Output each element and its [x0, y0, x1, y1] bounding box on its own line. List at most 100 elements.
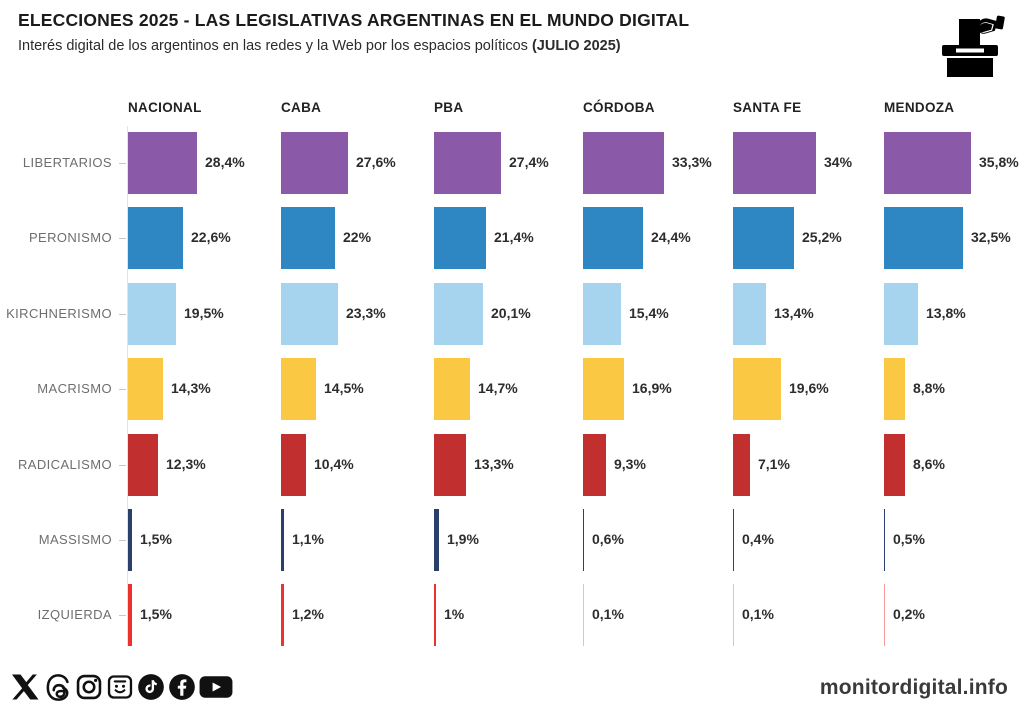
bar — [434, 358, 470, 421]
facebook-icon — [168, 673, 196, 701]
bar-value: 15,4% — [629, 304, 669, 321]
bar — [733, 584, 734, 647]
bar — [583, 207, 643, 270]
bar — [128, 433, 158, 496]
bar-value: 16,9% — [632, 380, 672, 397]
row-tick — [119, 238, 126, 240]
bar-value: 1,9% — [447, 531, 479, 547]
bar-value: 7,1% — [758, 455, 790, 472]
bar — [281, 358, 316, 421]
bar — [884, 584, 885, 647]
bar-value: 25,2% — [802, 229, 842, 246]
bar — [583, 358, 624, 421]
bar — [128, 509, 132, 571]
column-header: PBA — [434, 100, 464, 115]
bar — [583, 282, 621, 345]
bar — [733, 207, 794, 270]
bar-value: 28,4% — [205, 154, 245, 170]
page-title: ELECCIONES 2025 - LAS LEGISLATIVAS ARGEN… — [18, 10, 690, 30]
bar — [583, 509, 584, 571]
bar — [733, 509, 734, 571]
bar — [281, 282, 338, 345]
bar — [128, 584, 132, 647]
bar — [128, 207, 183, 270]
bar — [733, 358, 781, 421]
bar-value: 24,4% — [651, 229, 691, 246]
bar-value: 0,2% — [893, 606, 925, 623]
bar-value: 1% — [444, 606, 465, 623]
column-header: MENDOZA — [884, 100, 955, 115]
bar — [434, 509, 439, 571]
page-subtitle: Interés digital de los argentinos en las… — [18, 38, 621, 54]
bar-value: 14,7% — [478, 380, 518, 397]
bar-value: 22,6% — [191, 229, 231, 246]
bar-value: 0,1% — [742, 606, 774, 623]
column-header: CABA — [281, 100, 322, 115]
bar-value: 34% — [824, 154, 853, 170]
bar — [128, 282, 176, 345]
bar — [884, 132, 971, 194]
bar — [583, 433, 606, 496]
bar — [583, 584, 584, 647]
bar — [434, 433, 466, 496]
bar — [884, 282, 918, 345]
bar-value: 1,2% — [292, 606, 324, 623]
bar — [434, 207, 486, 270]
row-label: LIBERTARIOS — [22, 155, 112, 170]
bar-value: 35,8% — [979, 154, 1019, 170]
row-label: RADICALISMO — [18, 456, 112, 472]
bar-value: 9,3% — [614, 455, 646, 472]
bar-value: 27,6% — [356, 154, 396, 170]
bar — [733, 282, 766, 345]
bar-value: 23,3% — [346, 304, 386, 321]
subtitle-date: (JULIO 2025) — [531, 38, 621, 54]
bar-value: 22% — [343, 229, 372, 246]
row-label: KIRCHNERISMO — [6, 305, 112, 321]
bar-value: 10,4% — [314, 455, 354, 472]
bar-value: 19,6% — [789, 380, 829, 397]
x-icon — [10, 672, 40, 702]
bar — [583, 132, 664, 194]
site-name: monitordigital.info — [819, 676, 1008, 699]
social-icons-row — [10, 672, 233, 702]
bar-value: 20,1% — [491, 304, 531, 321]
bar — [281, 433, 306, 496]
bar-value: 14,5% — [324, 380, 364, 397]
ballot-box-icon — [942, 15, 1005, 77]
bar-value: 33,3% — [672, 154, 712, 170]
row-tick — [119, 389, 126, 391]
bar — [434, 584, 436, 647]
bar-value: 32,5% — [971, 229, 1011, 246]
y-axis-line — [127, 126, 128, 646]
row-label: PERONISMO — [28, 230, 112, 246]
threads-icon — [43, 673, 72, 702]
bar-value: 14,3% — [171, 380, 211, 397]
tiktok-icon — [137, 673, 165, 701]
bar-value: 0,5% — [893, 531, 925, 547]
column-header: CÓRDOBA — [583, 100, 655, 115]
bar — [128, 132, 197, 194]
row-tick — [119, 540, 126, 541]
bar — [128, 358, 163, 421]
bar — [281, 132, 348, 194]
bar — [884, 433, 905, 496]
face-badge-icon — [106, 673, 134, 701]
bar-value: 12,3% — [166, 455, 206, 472]
row-tick — [119, 313, 126, 315]
chart: NACIONAL CABA PBA CÓRDOBA SANTA FE MENDOZA LIB… — [6, 100, 1019, 647]
bar-value: 1,5% — [140, 606, 172, 623]
bar — [281, 207, 335, 270]
bar — [733, 132, 816, 194]
row-tick — [119, 163, 126, 164]
row-label: MASSISMO — [38, 532, 112, 547]
row-label: IZQUIERDA — [37, 607, 112, 623]
bar-value: 0,1% — [592, 606, 624, 623]
subtitle-text: Interés digital de los argentinos en las… — [18, 38, 532, 54]
bar — [733, 433, 750, 496]
bar-value: 13,8% — [926, 304, 966, 321]
row-label: MACRISMO — [37, 381, 112, 397]
bar — [434, 282, 483, 345]
bar-value: 19,5% — [184, 304, 224, 321]
bar-value: 13,4% — [774, 304, 814, 321]
bar-value: 8,6% — [913, 455, 945, 472]
